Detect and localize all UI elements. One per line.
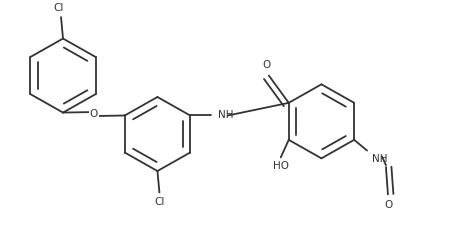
Text: NH: NH [218,110,234,121]
Text: O: O [385,200,393,210]
Text: O: O [263,60,271,70]
Text: O: O [90,109,98,119]
Text: HO: HO [273,161,289,171]
Text: NH: NH [372,154,387,164]
Text: Cl: Cl [54,3,64,13]
Text: Cl: Cl [154,197,165,207]
